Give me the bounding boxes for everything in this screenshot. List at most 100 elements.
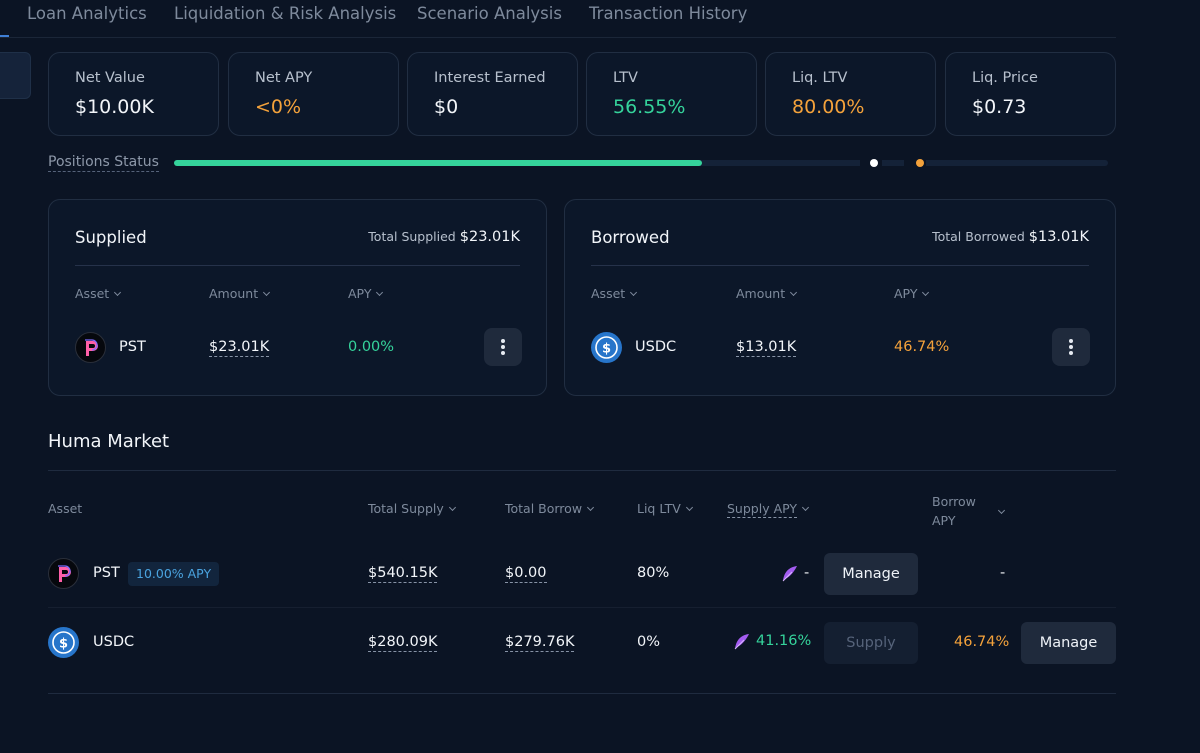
stat-card-net-apy: Net APY <0% [228, 52, 399, 136]
current-ltv-marker [870, 159, 878, 167]
divider [75, 265, 520, 266]
stat-value: 80.00% [792, 96, 865, 118]
liq-ltv: 80% [637, 565, 670, 581]
feather-icon [782, 566, 797, 582]
col-asset[interactable]: Asset [591, 286, 638, 301]
col-supply-apy[interactable]: Supply APY [727, 501, 810, 518]
chevron-down-icon [801, 503, 810, 512]
col-amount[interactable]: Amount [736, 286, 798, 301]
stat-card-interest-earned: Interest Earned $0 [407, 52, 578, 136]
stat-value: 56.55% [613, 96, 686, 118]
pst-logo-icon [75, 332, 106, 363]
stat-card-liq-price: Liq. Price $0.73 [945, 52, 1116, 136]
svg-text:$: $ [59, 637, 68, 652]
svg-text:$: $ [602, 342, 611, 357]
stat-card-ltv: LTV 56.55% [586, 52, 757, 136]
tab-transaction-history[interactable]: Transaction History [589, 4, 748, 23]
asset-name: USDC [93, 634, 135, 650]
total-label: Total Borrowed [932, 229, 1025, 244]
asset-name: USDC [635, 339, 677, 355]
total-supply[interactable]: $540.15K [368, 565, 438, 583]
apy-badge: 10.00% APY [128, 562, 220, 586]
usdc-logo-icon: $ [48, 627, 79, 658]
stat-value: $0 [434, 96, 459, 118]
borrow-apy: - [1000, 565, 1006, 581]
stat-label: Interest Earned [434, 70, 546, 86]
total-borrowed: Total Borrowed $13.01K [932, 229, 1089, 245]
supplied-panel: Supplied Total Supplied $23.01K Asset Amo… [48, 199, 547, 396]
chevron-down-icon [448, 503, 456, 512]
total-borrow[interactable]: $279.76K [505, 634, 575, 652]
supplied-apy: 0.00% [348, 339, 395, 355]
col-asset: Asset [48, 501, 83, 516]
dots-vertical-icon [501, 339, 505, 343]
col-amount[interactable]: Amount [209, 286, 271, 301]
tab-loan-analytics[interactable]: Loan Analytics [27, 4, 147, 23]
stat-value: $10.00K [75, 96, 154, 118]
col-asset[interactable]: Asset [75, 286, 122, 301]
supply-button[interactable]: Supply [824, 622, 918, 664]
chevron-down-icon [263, 288, 271, 297]
stat-value: $0.73 [972, 96, 1027, 118]
positions-status-fill [174, 160, 702, 166]
active-tab-indicator [0, 35, 9, 37]
chevron-down-icon [790, 288, 798, 297]
divider [48, 693, 1116, 694]
divider [591, 265, 1089, 266]
borrow-apy: 46.74% [954, 634, 1010, 650]
more-options-button[interactable] [484, 328, 522, 366]
col-apy[interactable]: APY [894, 286, 930, 301]
sidebar-toggle[interactable] [0, 52, 31, 99]
borrowed-apy: 46.74% [894, 339, 950, 355]
stat-label: Liq. LTV [792, 70, 848, 86]
feather-icon [734, 634, 749, 650]
supplied-amount[interactable]: $23.01K [209, 339, 270, 357]
total-supplied: Total Supplied $23.01K [368, 229, 520, 245]
manage-button[interactable]: Manage [1021, 622, 1116, 664]
borrowed-panel: Borrowed Total Borrowed $13.01K Asset Amo… [564, 199, 1116, 396]
total-borrow[interactable]: $0.00 [505, 565, 547, 583]
col-total-supply[interactable]: Total Supply [368, 501, 456, 516]
positions-status-label[interactable]: Positions Status [48, 154, 159, 172]
dots-vertical-icon [1069, 339, 1073, 343]
chevron-down-icon [114, 288, 122, 297]
manage-button[interactable]: Manage [824, 553, 918, 595]
stat-label: Net APY [255, 70, 313, 86]
stat-card-net-value: Net Value $10.00K [48, 52, 219, 136]
chevron-down-icon [922, 288, 930, 297]
chevron-down-icon [376, 288, 384, 297]
positions-status-bar [174, 159, 1108, 167]
stat-label: LTV [613, 70, 638, 86]
col-total-borrow[interactable]: Total Borrow [505, 501, 595, 516]
supply-apy: - [804, 565, 810, 581]
chevron-down-icon [998, 506, 1006, 515]
market-title: Huma Market [48, 431, 170, 452]
supply-apy: 41.16% [756, 633, 812, 649]
col-apy[interactable]: APY [348, 286, 384, 301]
tab-bar: Loan Analytics Liquidation & Risk Analys… [0, 0, 1116, 38]
total-supply[interactable]: $280.09K [368, 634, 438, 652]
liquidation-ltv-marker [916, 159, 924, 167]
asset-name: PST [119, 339, 146, 355]
stat-card-liq-ltv: Liq. LTV 80.00% [765, 52, 936, 136]
more-options-button[interactable] [1052, 328, 1090, 366]
tab-liquidation-risk-analysis[interactable]: Liquidation & Risk Analysis [174, 4, 397, 23]
pst-logo-icon [48, 558, 79, 589]
col-liq-ltv[interactable]: Liq LTV [637, 501, 693, 516]
divider [48, 607, 1116, 608]
tab-scenario-analysis[interactable]: Scenario Analysis [417, 4, 562, 23]
asset-name: PST [93, 565, 120, 581]
total-value: $13.01K [1028, 229, 1089, 245]
col-borrow-apy[interactable]: Borrow APY [932, 492, 1006, 530]
panel-title: Supplied [75, 228, 147, 247]
stat-label: Net Value [75, 70, 145, 86]
total-label: Total Supplied [368, 229, 456, 244]
usdc-logo-icon: $ [591, 332, 622, 363]
borrowed-amount[interactable]: $13.01K [736, 339, 797, 357]
chevron-down-icon [630, 288, 638, 297]
chevron-down-icon [685, 503, 693, 512]
panel-title: Borrowed [591, 228, 670, 247]
total-value: $23.01K [459, 229, 520, 245]
stat-value: <0% [255, 96, 302, 118]
divider [48, 470, 1116, 471]
